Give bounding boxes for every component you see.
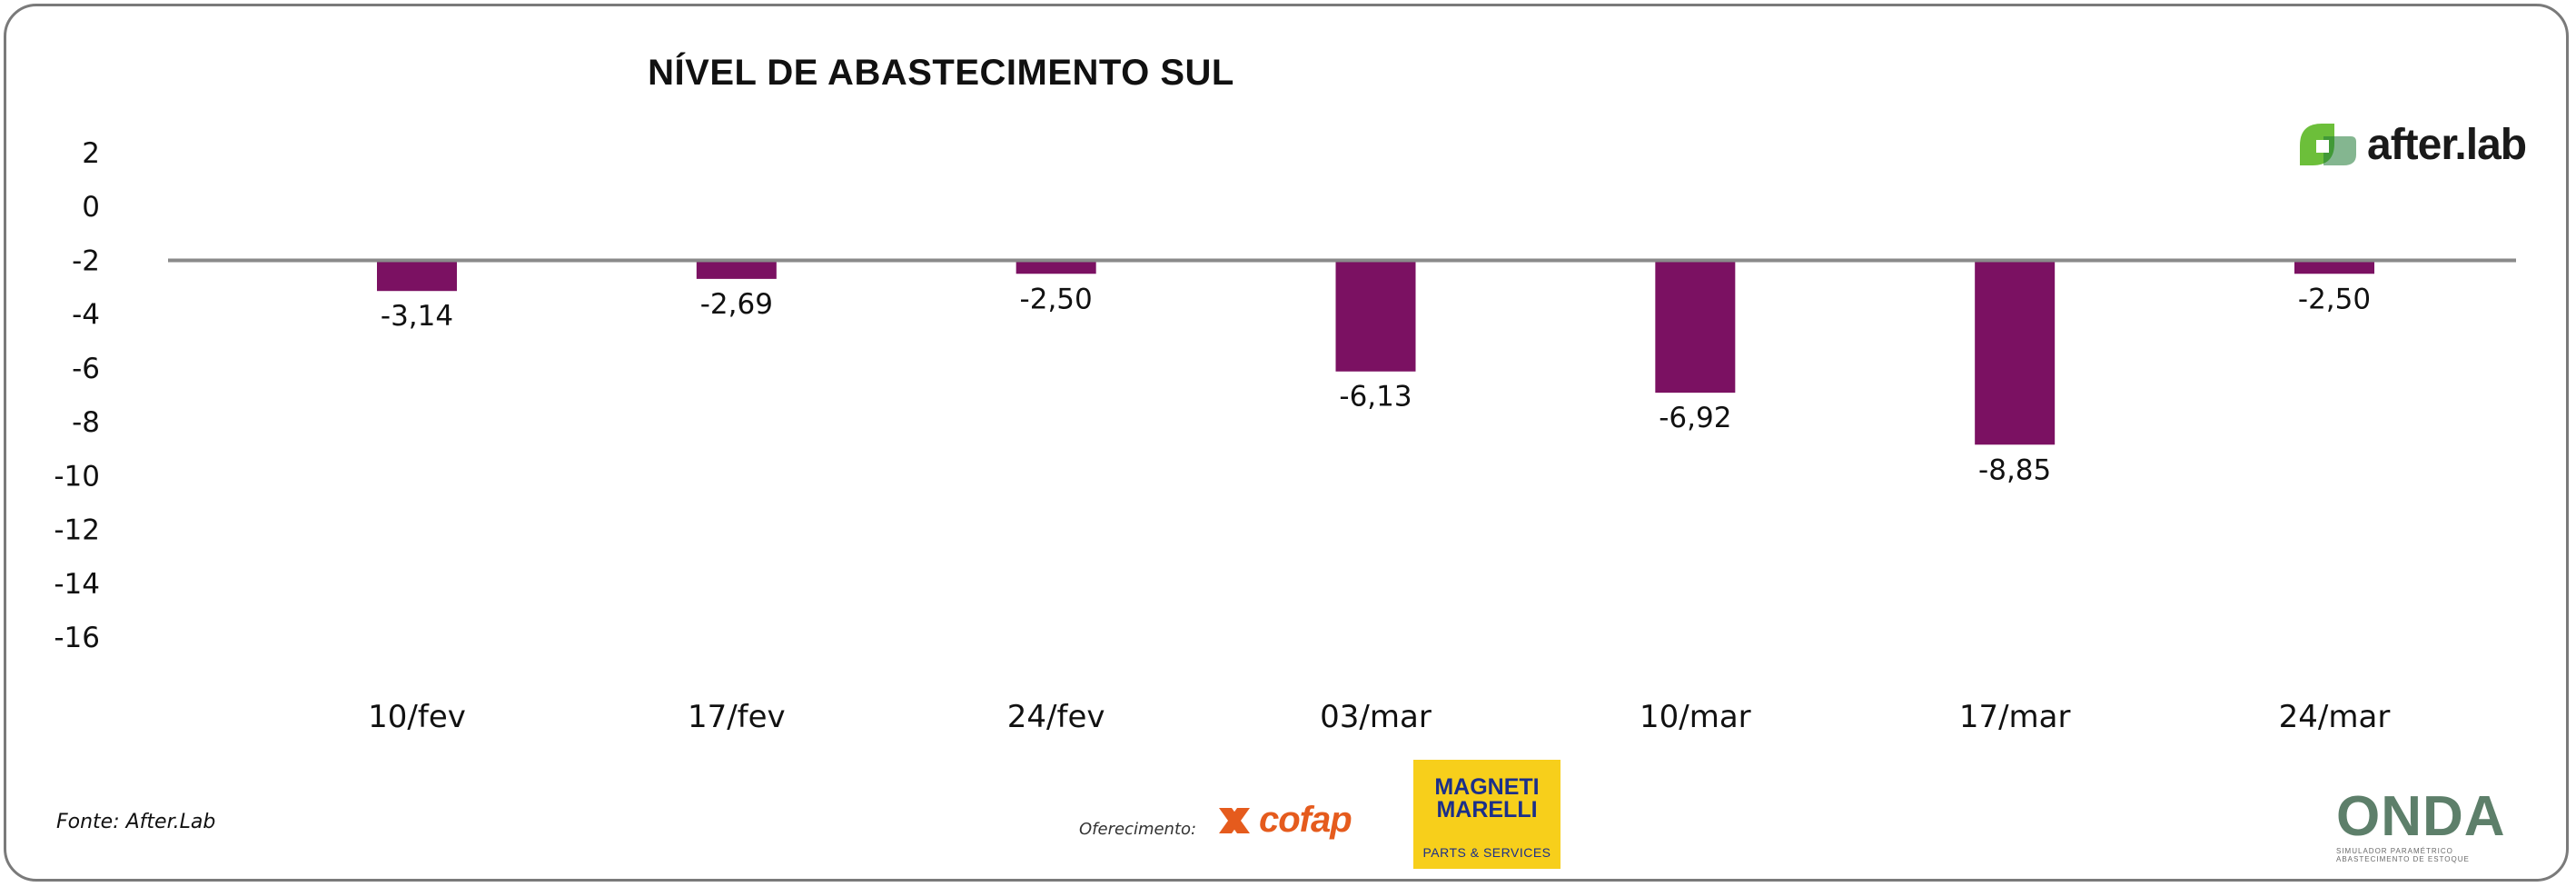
data-labels-group: -3,14 -2,69 -2,50 -6,13 -6,92 -8,85 -2,50 <box>381 283 2371 486</box>
data-label: -6,13 <box>1339 381 1412 414</box>
afterlab-logo-text: after.lab <box>2367 120 2527 169</box>
afterlab-leaf-icon <box>2300 124 2356 165</box>
y-tick-label: 2 <box>82 137 100 170</box>
source-note: Fonte: After.Lab <box>56 811 216 833</box>
category-label: 10/fev <box>368 699 466 735</box>
y-tick-label: 0 <box>82 191 100 224</box>
y-tick-label: -8 <box>72 406 100 439</box>
cofap-mark-icon <box>1219 807 1250 833</box>
category-label: 17/fev <box>688 699 786 735</box>
data-label: -2,69 <box>700 288 773 321</box>
bar <box>1975 262 2056 445</box>
data-label: -6,92 <box>1659 402 1731 434</box>
onda-logo-subtitle: SIMULADOR PARAMÉTRICO ABASTECIMENTO DE E… <box>2336 847 2470 863</box>
category-label: 24/mar <box>2279 699 2391 735</box>
bar <box>377 262 457 292</box>
magneti-marelli-subtitle: PARTS & SERVICES <box>1422 845 1551 860</box>
y-tick-label: -10 <box>54 460 100 493</box>
bar <box>1335 262 1416 372</box>
category-label: 24/fev <box>1007 699 1105 735</box>
bar <box>1655 262 1736 394</box>
y-axis-ticks: 2 0 -2 -4 -6 -8 -10 -12 -14 -16 <box>54 137 100 654</box>
data-label: -3,14 <box>381 300 453 333</box>
data-label: -8,85 <box>1978 453 2051 486</box>
category-label: 17/mar <box>1959 699 2071 735</box>
offer-label: Oferecimento: <box>1079 820 1197 839</box>
data-label: -2,50 <box>1020 283 1093 315</box>
chart-title: NÍVEL DE ABASTECIMENTO SUL <box>648 53 1234 93</box>
cofap-logo: cofap <box>1214 800 1352 841</box>
afterlab-logo: after.lab <box>2296 118 2527 171</box>
y-tick-label: -14 <box>54 568 100 601</box>
y-tick-label: -2 <box>72 244 100 277</box>
y-tick-label: -12 <box>54 514 100 547</box>
magneti-marelli-name: MAGNETI MARELLI <box>1434 774 1540 822</box>
onda-logo: ONDA SIMULADOR PARAMÉTRICO ABASTECIMENTO… <box>2336 785 2518 864</box>
y-tick-label: -6 <box>72 353 100 385</box>
y-tick-label: -4 <box>72 299 100 332</box>
cofap-logo-text: cofap <box>1259 800 1352 840</box>
y-tick-label: -16 <box>54 622 100 654</box>
magneti-marelli-logo: MAGNETI MARELLI PARTS & SERVICES <box>1413 760 1560 869</box>
bar <box>696 262 777 279</box>
onda-logo-text: ONDA <box>2336 785 2506 848</box>
category-label: 10/mar <box>1640 699 1751 735</box>
chart-frame <box>4 4 2569 882</box>
category-labels-group: 10/fev 17/fev 24/fev 03/mar 10/mar 17/mar 24/m… <box>368 699 2390 735</box>
data-label: -2,50 <box>2298 283 2371 315</box>
bar <box>2294 262 2374 274</box>
category-label: 03/mar <box>1320 699 1432 735</box>
bars-group <box>377 262 2374 445</box>
bar <box>1016 262 1096 274</box>
